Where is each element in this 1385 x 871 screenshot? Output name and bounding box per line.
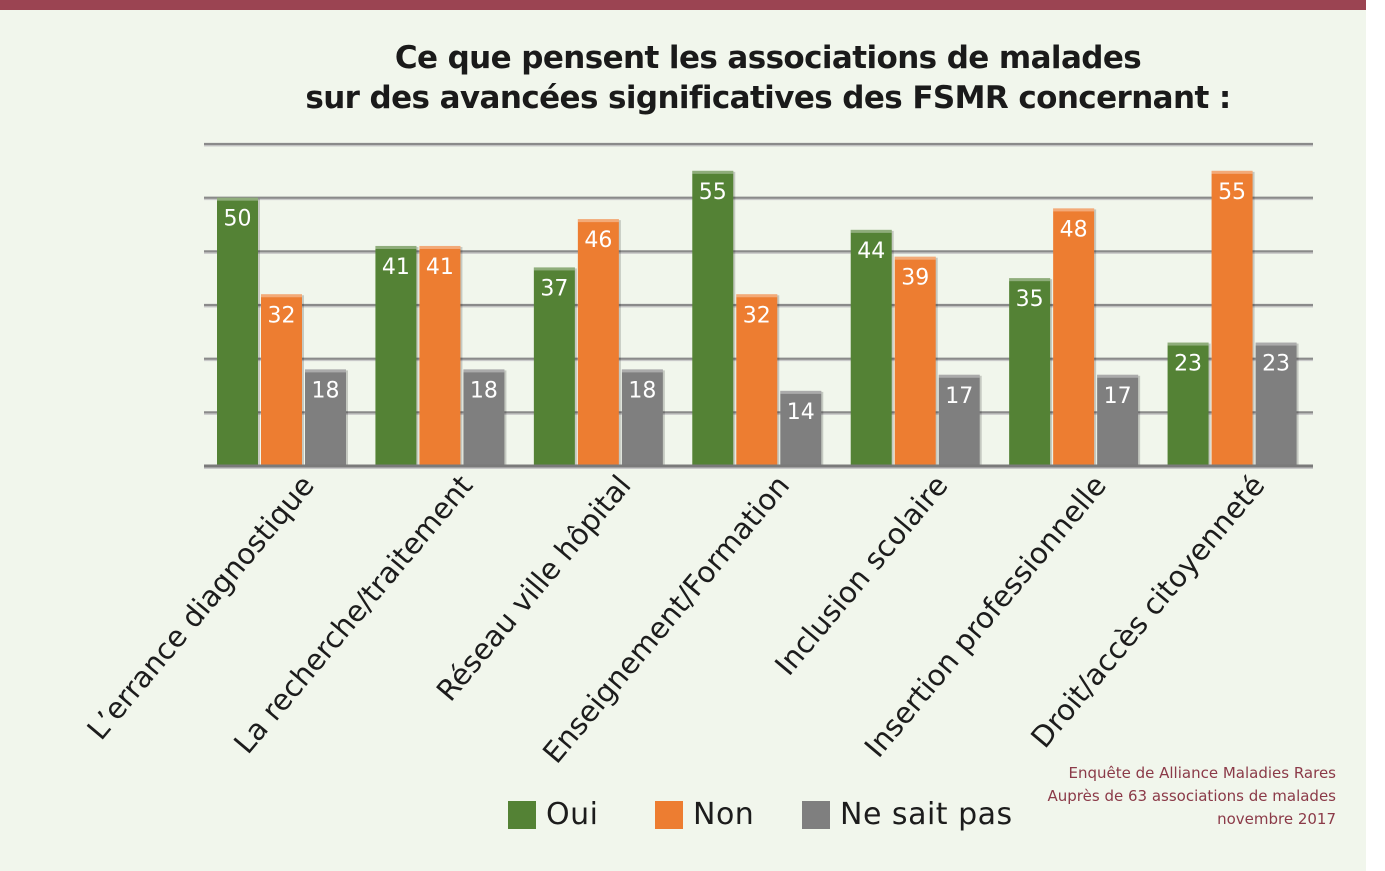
legend-label-oui: Oui <box>546 797 599 832</box>
bar-value-label: 48 <box>1060 217 1088 242</box>
source-line-2: Auprès de 63 associations de malades <box>1047 787 1336 805</box>
bar-highlight <box>1009 278 1051 282</box>
bar-value-label: 17 <box>945 384 973 409</box>
bar-nsp-2 <box>463 369 505 466</box>
bar-non-7 <box>1211 170 1253 467</box>
bar-value-label: 37 <box>540 276 568 301</box>
chart-title-line-2: sur des avancées significatives des FSMR… <box>305 80 1231 116</box>
bar-highlight <box>533 267 575 271</box>
legend-item-non: Non <box>655 797 754 832</box>
legend-swatch-oui <box>508 800 536 829</box>
legend-item-nsp: Ne sait pas <box>802 797 1013 832</box>
bar-highlight <box>938 374 980 378</box>
bar-oui-5 <box>850 229 892 466</box>
bar-highlight <box>217 197 258 201</box>
chart-title: Ce que pensent les associations de malad… <box>0 38 1385 118</box>
legend-swatch-non <box>655 800 683 829</box>
bar-value-label: 17 <box>1104 384 1132 409</box>
bar-value-label: 50 <box>224 207 252 232</box>
bar-value-label: 39 <box>901 266 929 291</box>
bar-value-label: 18 <box>312 378 340 403</box>
chart-title-line-1: Ce que pensent les associations de malad… <box>394 40 1142 76</box>
bar-highlight <box>692 170 734 174</box>
bar-non-4 <box>736 294 778 466</box>
bars <box>217 170 1299 468</box>
bar-nsp-1 <box>305 369 346 466</box>
bar-value-label: 23 <box>1262 352 1290 377</box>
bar-highlight <box>1167 342 1209 346</box>
category-label-5: Inclusion scolaire <box>768 469 955 682</box>
bar-value-label: 18 <box>470 378 498 403</box>
bar-value-label: 41 <box>426 255 454 280</box>
bar-value-label: 18 <box>628 378 656 403</box>
legend-swatch-nsp <box>802 800 830 829</box>
bar-oui-4 <box>692 170 734 467</box>
bar-value-label: 46 <box>584 228 612 253</box>
bar-highlight <box>1255 342 1297 346</box>
bar-nsp-4 <box>780 390 822 466</box>
bar-highlight <box>1053 208 1095 212</box>
source-line-3: novembre 2017 <box>1217 810 1336 828</box>
bar-highlight <box>305 369 346 373</box>
source-note: Enquête de Alliance Maladies Rares Auprè… <box>1048 762 1336 831</box>
bar-highlight <box>419 245 461 249</box>
bar-oui-6 <box>1009 278 1051 466</box>
legend-item-oui: Oui <box>508 797 598 832</box>
bar-highlight <box>850 229 892 233</box>
bar-oui-3 <box>533 267 575 466</box>
bar-nsp-5 <box>938 374 980 466</box>
legend-label-non: Non <box>693 797 755 832</box>
bar-non-6 <box>1053 208 1095 466</box>
bar-value-labels: 50 32 18 41 41 18 37 46 18 55 32 14 44 39 17 35 48 17 23 55… <box>224 180 1291 425</box>
bar-highlight <box>894 256 936 260</box>
bar-value-label: 44 <box>857 239 885 264</box>
bar-value-label: 32 <box>743 303 771 328</box>
bar-nsp-7 <box>1255 342 1297 466</box>
bar-non-3 <box>577 219 619 466</box>
bar-highlight <box>463 369 505 373</box>
source-line-1: Enquête de Alliance Maladies Rares <box>1068 764 1336 782</box>
bar-nsp-6 <box>1097 374 1139 466</box>
bar-value-label: 41 <box>382 255 410 280</box>
bar-highlight <box>736 294 778 298</box>
bar-highlight <box>1097 374 1139 378</box>
bar-value-label: 14 <box>787 400 815 425</box>
bar-non-2 <box>419 245 461 466</box>
bar-highlight <box>375 245 417 249</box>
bar-value-label: 23 <box>1174 352 1202 377</box>
bar-oui-1 <box>217 197 258 466</box>
bar-value-label: 35 <box>1016 287 1044 312</box>
bar-highlight <box>621 369 663 373</box>
bar-value-label: 55 <box>699 180 727 205</box>
bar-value-label: 55 <box>1218 180 1246 205</box>
bar-highlight <box>261 294 302 298</box>
bar-nsp-3 <box>621 369 663 466</box>
bar-value-label: 32 <box>268 303 296 328</box>
x-axis-baseline <box>204 464 1313 469</box>
bar-oui-2 <box>375 245 417 466</box>
legend-label-nsp: Ne sait pas <box>840 797 1013 832</box>
bar-non-1 <box>261 294 302 466</box>
right-border-strip <box>1366 0 1385 871</box>
bar-highlight <box>1211 170 1253 174</box>
bar-non-5 <box>894 256 936 466</box>
bar-highlight <box>780 390 822 394</box>
bar-highlight <box>577 219 619 223</box>
top-accent-bar <box>0 0 1366 10</box>
bar-oui-7 <box>1167 342 1209 466</box>
